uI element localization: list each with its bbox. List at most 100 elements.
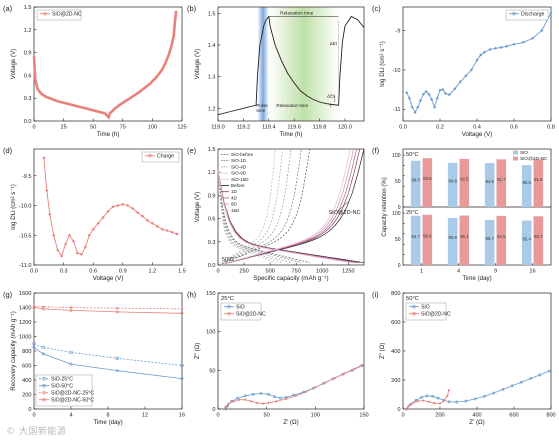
y-tick-label: 50 xyxy=(209,368,215,374)
x-tick-label: 500 xyxy=(265,269,274,275)
data-point xyxy=(404,407,408,411)
y-tick-label: 0.3 xyxy=(208,240,216,246)
data-point xyxy=(512,42,516,46)
panel-d: 0.0 0.3 0.6 0.9 1.2 1.5 -11.0 -10.5 -10.0 -9.5 Vol… xyxy=(3,146,186,282)
y-tick-label: 400 xyxy=(22,378,31,384)
data-point xyxy=(431,394,435,398)
x-tick-label: 16 xyxy=(179,413,185,419)
y-tick-label: 100 xyxy=(392,153,401,159)
x-tick-label: 0.0 xyxy=(30,269,38,275)
data-point xyxy=(360,363,364,367)
data-point xyxy=(504,44,509,48)
legend-label: SiO-50°C xyxy=(51,384,73,390)
data-point xyxy=(274,399,278,403)
series-line-0 xyxy=(225,365,363,410)
data-point xyxy=(492,391,496,395)
data-point xyxy=(304,390,308,394)
y-tick-label: 1.2 xyxy=(208,106,216,112)
data-point xyxy=(45,188,49,193)
data-point xyxy=(121,202,125,206)
bar xyxy=(422,158,433,207)
y-tick-label: 1.5 xyxy=(208,11,216,17)
series-line-sio-16d xyxy=(220,148,276,264)
legend-marker xyxy=(412,312,416,316)
data-point xyxy=(273,395,276,399)
x-tick-label: 16 xyxy=(529,269,535,275)
data-point xyxy=(510,384,514,388)
data-point xyxy=(333,376,337,380)
x-tick-label: 125 xyxy=(177,125,186,131)
data-point xyxy=(237,398,241,402)
data-point xyxy=(115,310,119,314)
data-point xyxy=(155,224,159,228)
data-point xyxy=(101,215,105,220)
data-point xyxy=(69,350,73,354)
bar xyxy=(521,220,532,265)
panel-i: 0 200 400 600 800 0 200 400 600 800 Z' (Ω) Z'' (Ω) (… xyxy=(372,290,556,426)
legend-label: SiO@2D-NC xyxy=(52,12,82,18)
data-point xyxy=(427,92,431,96)
y-tick-label: 0.3 xyxy=(24,96,32,102)
y-tick-label: 800 xyxy=(391,291,400,297)
bar-value-label: 95.1 xyxy=(460,234,469,239)
data-point xyxy=(131,206,135,211)
panel-a: 0 25 50 75 100 125 0.0 0.3 0.6 0.9 1.2 1.5 Time (h) V… xyxy=(3,4,187,138)
legend-label: SiO@2D-NC-50°C xyxy=(51,398,94,404)
annotation-sample: SiO@2D-NC xyxy=(329,210,361,216)
data-point xyxy=(501,388,505,391)
data-point xyxy=(91,227,95,231)
y-tick-label: -11 xyxy=(393,107,401,113)
panel-g: 0 4 8 12 16 0 200 400 600 800 1000 1200 1400 1600 Time… xyxy=(3,290,185,426)
data-point xyxy=(115,356,119,360)
panel-label: (g) xyxy=(3,290,13,299)
data-point xyxy=(521,40,525,45)
series-line-discharge xyxy=(406,12,552,114)
legend-box xyxy=(141,151,180,163)
legend-box xyxy=(36,9,82,21)
x-tick-label: 119.0 xyxy=(211,125,225,131)
annotation-temperature: 50°C xyxy=(222,257,234,263)
annotation-pulse: Pulse xyxy=(256,103,268,108)
y-tick-label: 1.5 xyxy=(24,5,32,11)
data-point xyxy=(482,394,486,398)
annotation-relaxation-bottom: Relaxation time xyxy=(276,103,308,108)
x-tick-label: 4 xyxy=(457,269,460,275)
series-line-1 xyxy=(33,347,183,379)
legend-marker xyxy=(42,384,46,388)
x-tick-label: 600 xyxy=(509,413,518,419)
bar-value-label: 94.5 xyxy=(497,234,506,239)
annotation-relaxation-top: Relaxation time xyxy=(280,11,313,17)
y-axis-label: Voltage (V) xyxy=(10,49,17,80)
legend-label: 4D xyxy=(231,195,238,200)
y-axis-label: Voltage (V) xyxy=(194,192,201,223)
legend-label: 16D xyxy=(231,208,240,213)
y-tick-label: 100 xyxy=(206,330,215,336)
data-point xyxy=(343,371,346,375)
series-line-sio-before xyxy=(222,148,311,264)
data-point xyxy=(475,58,479,62)
bar xyxy=(410,215,421,265)
data-point xyxy=(267,392,271,396)
x-tick-label: 0.6 xyxy=(89,269,97,275)
y-tick-label: 1.2 xyxy=(208,170,216,176)
data-point xyxy=(224,405,228,409)
data-point xyxy=(482,50,487,54)
bar xyxy=(496,215,507,265)
data-point xyxy=(180,311,184,315)
data-point xyxy=(430,97,434,102)
data-point xyxy=(313,385,317,389)
x-tick-label: 119.4 xyxy=(262,125,276,131)
data-point xyxy=(41,307,45,311)
panel-label: (d) xyxy=(3,146,13,155)
x-tick-label: 0 xyxy=(401,413,404,419)
legend-label: SiO xyxy=(236,305,245,311)
x-tick-label: 0 xyxy=(216,413,219,419)
bar-value-label: 93.8 xyxy=(423,176,432,181)
x-tick-label: 1000 xyxy=(316,269,328,275)
series-line-16d xyxy=(224,148,351,264)
bar-value-label: 96.6 xyxy=(423,233,432,238)
legend-marker xyxy=(227,312,231,316)
y-axis-label: log DLi (cm² s⁻¹) xyxy=(379,41,386,87)
